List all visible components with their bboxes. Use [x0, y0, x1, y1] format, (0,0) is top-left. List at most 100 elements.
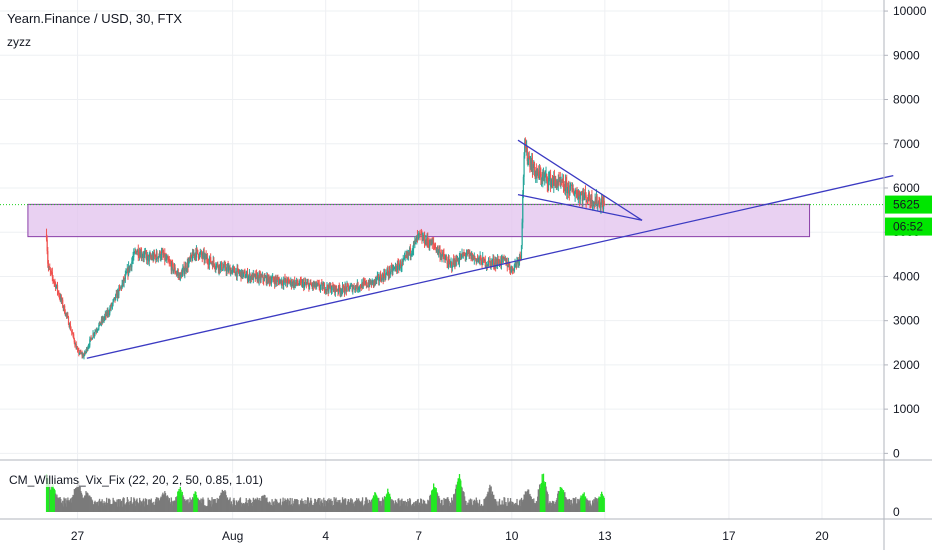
candle-body [593, 202, 595, 206]
candle-body [69, 324, 72, 330]
candle-body [107, 311, 110, 314]
candle-body [429, 239, 431, 245]
candle-body [474, 256, 476, 259]
candle-body [229, 267, 231, 275]
candle-body [588, 192, 590, 201]
candle-body [296, 279, 298, 284]
candle-body [453, 259, 455, 264]
candle-body [138, 253, 141, 257]
candle-body [208, 264, 210, 266]
candle-body [49, 267, 51, 270]
candle-body [478, 257, 480, 259]
candle-body [156, 252, 158, 258]
candle-body [45, 234, 48, 240]
candle-body [259, 274, 262, 280]
indicator-label[interactable]: CM_Williams_Vix_Fix (22, 20, 2, 50, 0.85… [7, 473, 265, 487]
candle-body [491, 261, 493, 263]
candle-body [554, 178, 556, 181]
candle-body [368, 284, 370, 287]
candle-body [249, 273, 251, 281]
candle-body [450, 262, 452, 264]
study-label[interactable]: zyzz [7, 35, 31, 49]
candle-body [52, 276, 54, 280]
candle-body [305, 282, 307, 284]
ascending-trendline[interactable] [86, 174, 894, 359]
candle-body [364, 281, 366, 284]
candle-body [143, 253, 145, 258]
candle-body [93, 333, 95, 336]
candle-body [142, 256, 144, 258]
vix-bar [210, 500, 212, 512]
candle-body [455, 257, 457, 266]
candle-body [363, 281, 366, 283]
candle-body [334, 285, 336, 293]
candle-body [520, 245, 523, 259]
candle-body [126, 272, 128, 274]
candle-body [130, 264, 132, 268]
candle-body [233, 267, 235, 269]
candle-body [506, 261, 508, 267]
candle-body [467, 251, 470, 254]
candle-body [430, 239, 432, 246]
candle-body [191, 257, 193, 261]
candle-body [135, 251, 137, 254]
candle-body [177, 272, 179, 275]
channel-top-line[interactable] [517, 139, 643, 221]
candle-body [186, 262, 188, 270]
candle-body [574, 192, 576, 195]
candle-body [301, 281, 303, 287]
candle-body [167, 257, 169, 261]
candle-body [347, 284, 349, 286]
candle-body [510, 268, 512, 272]
candle-body [230, 270, 232, 274]
candle-body [464, 254, 466, 257]
candle-body [568, 185, 570, 194]
candle-body [127, 268, 129, 275]
vix-bar [398, 498, 400, 512]
candle-body [545, 173, 547, 176]
candle-body [147, 254, 149, 256]
candle-body [247, 278, 249, 281]
candle-body [372, 280, 374, 282]
candle-body [215, 264, 218, 268]
candle-body [494, 261, 496, 266]
candle-body [340, 291, 342, 293]
candle-body [600, 202, 602, 208]
candle-body [587, 200, 589, 202]
candle-body [338, 285, 340, 292]
candle-body [67, 316, 70, 325]
candle-body [122, 280, 124, 284]
candle-body [226, 265, 229, 268]
candle-body [213, 260, 215, 264]
candle-body [475, 258, 477, 260]
candle-body [162, 254, 165, 257]
candle-body [334, 286, 336, 293]
candle-body [595, 196, 598, 204]
candle-body [425, 239, 427, 245]
candle-body [220, 262, 222, 265]
candle-body [546, 177, 548, 185]
candle-body [86, 348, 88, 351]
candle-body [374, 278, 377, 282]
candle-body [568, 193, 570, 195]
candle-body [412, 241, 415, 250]
vix-bar [291, 498, 293, 512]
candle-body [185, 265, 187, 271]
candle-body [601, 200, 603, 203]
candle-body [458, 262, 460, 264]
candle-body [93, 333, 95, 336]
candle-body [407, 252, 409, 256]
candle-body [137, 249, 139, 257]
trendline-drawings[interactable] [86, 139, 894, 359]
candle-body [564, 181, 567, 192]
candle-body [314, 282, 316, 285]
candle-body [599, 207, 601, 209]
candle-body [395, 266, 397, 271]
candle-body [442, 252, 444, 254]
chart-title[interactable]: Yearn.Finance / USD, 30, FTX [7, 11, 183, 26]
candle-body [530, 162, 532, 170]
channel-bottom-line[interactable] [517, 193, 643, 221]
candle-body [441, 255, 443, 258]
candle-body [206, 257, 209, 262]
